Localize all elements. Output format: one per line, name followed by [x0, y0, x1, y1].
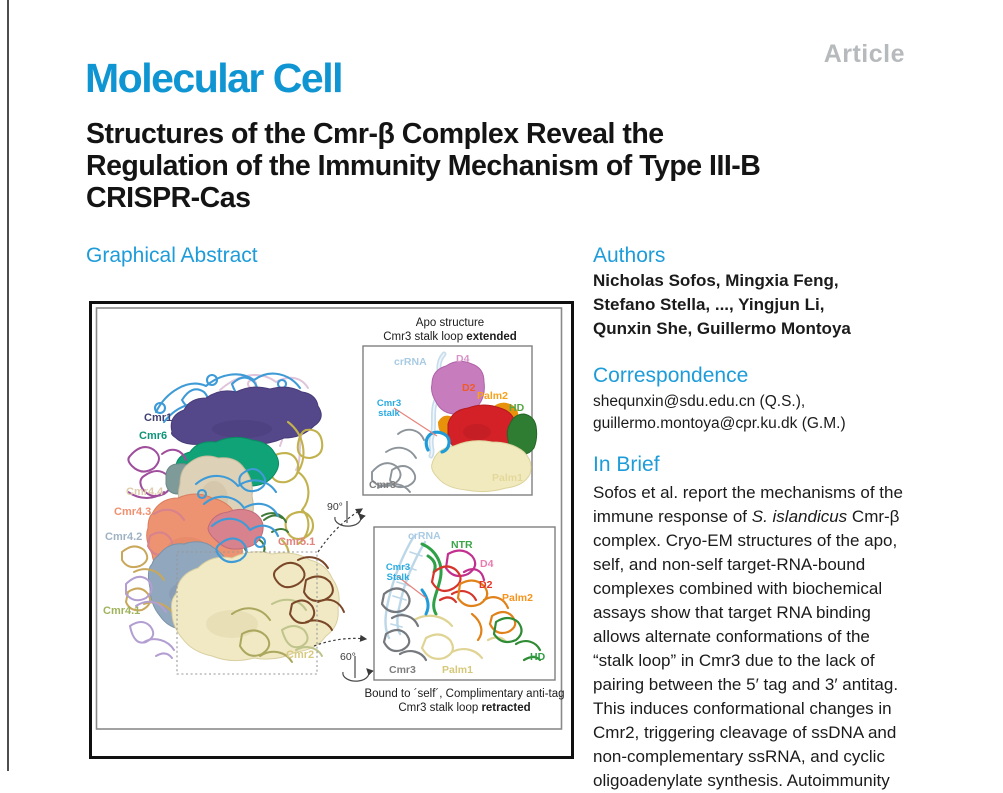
in-brief-line: allows alternate conformations of the [593, 627, 870, 646]
in-brief-line: Cmr2, triggering cleavage of ssDNA and [593, 723, 897, 742]
label-cmr6: Cmr6 [139, 430, 168, 442]
label-self-palm1: Palm1 [442, 664, 473, 676]
in-brief-line: This induces conformational changes in [593, 699, 892, 718]
correspondence-email-link[interactable]: shequnxin@sdu.edu.cn (Q.S.), [593, 393, 806, 410]
label-apo-d2: D2 [462, 382, 476, 394]
label-self-ntr: NTR [451, 539, 473, 551]
in-brief-line: complexes combined with biochemical [593, 579, 883, 598]
label-self-hd: HD [530, 651, 546, 663]
label-apo-d4: D4 [456, 353, 470, 365]
graphical-abstract-heading: Graphical Abstract [86, 244, 258, 267]
author-line: Nicholas Sofos, Mingxia Feng, [593, 271, 839, 290]
rotation-60-label: 60° [340, 651, 356, 663]
in-brief-line: non-complementary ssRNA, and cyclic [593, 747, 885, 766]
label-cmr2: Cmr2 [286, 649, 315, 661]
in-brief-line: Sofos et al. report the mechanisms of th… [593, 483, 903, 502]
in-brief-line: complex. Cryo-EM structures of the apo, [593, 531, 898, 550]
inset-apo-title-line2: Cmr3 stalk loop extended [383, 331, 517, 344]
author-line: Qunxin She, Guillermo Montoya [593, 319, 851, 338]
label-cmr4-1: Cmr4.1 [103, 605, 141, 617]
label-apo-cmr3: Cmr3 [369, 479, 396, 491]
rotation-90-label: 90° [327, 501, 343, 513]
label-self-cmr3: Cmr3 [389, 664, 416, 676]
correspondence-emails: shequnxin@sdu.edu.cn (Q.S.), guillermo.m… [593, 391, 978, 434]
label-apo-cmr3-stalk: Cmr3 stalk [376, 398, 402, 420]
inset-self-caption-line1: Bound to ´self´, Complimentary anti-tag [364, 688, 565, 700]
label-apo-crrna: crRNA [394, 356, 427, 368]
label-self-palm2: Palm2 [502, 592, 533, 604]
title-line-3: CRISPR-Cas [86, 182, 251, 214]
in-brief-heading: In Brief [593, 453, 660, 476]
species-name: S. islandicus [751, 507, 848, 526]
correspondence-heading: Correspondence [593, 364, 749, 387]
inset-self-caption: Bound to ´self´, Complimentary anti-tag … [362, 687, 567, 716]
page-edge-line [7, 0, 9, 771]
label-apo-palm2: Palm2 [477, 390, 508, 402]
label-cmr5-1: Cmr5.1 [278, 536, 316, 548]
author-list: Nicholas Sofos, Mingxia Feng, Stefano St… [593, 269, 978, 341]
article-badge: Article [823, 40, 905, 68]
title-line-2: Regulation of the Immunity Mechanism of … [86, 150, 761, 182]
label-apo-palm1: Palm1 [492, 472, 523, 484]
in-brief-line: pairing between the 5′ tag and 3′ antita… [593, 675, 899, 694]
in-brief-text: Sofos et al. report the mechanisms of th… [593, 481, 978, 793]
label-self-d4: D4 [480, 558, 494, 570]
inset-apo-title: Apo structure Cmr3 stalk loop extended [364, 316, 536, 345]
inset-apo-title-line1: Apo structure [415, 317, 485, 329]
label-cmr4-3: Cmr4.3 [114, 506, 152, 518]
structure-artwork [95, 307, 563, 730]
authors-heading: Authors [593, 244, 666, 267]
label-self-crrna: crRNA [408, 530, 441, 542]
in-brief-line: assays show that target RNA binding [593, 603, 871, 622]
journal-logo: Molecular Cell [85, 55, 343, 101]
in-brief-line: self, and non-self target-RNA-bound [593, 555, 866, 574]
graphical-abstract-figure: Apo structure Cmr3 stalk loop extended B… [89, 301, 574, 759]
label-cmr4-4: Cmr4.4 [126, 486, 164, 498]
label-cmr4-2: Cmr4.2 [105, 531, 143, 543]
label-self-cmr3-stalk: Cmr3 Stalk [385, 562, 411, 584]
correspondence-email-link[interactable]: guillermo.montoya@cpr.ku.dk (G.M.) [593, 414, 846, 432]
inset-self-caption-line2: Cmr3 stalk loop retracted [398, 702, 531, 715]
label-self-d2: D2 [479, 579, 493, 591]
in-brief-line: “stalk loop” in Cmr3 due to the lack of [593, 651, 875, 670]
in-brief-line: immune response of S. islandicus Cmr-β [593, 507, 900, 526]
label-cmr1: Cmr1 [144, 412, 173, 424]
paper-title: Structures of the Cmr-β Complex Reveal t… [86, 118, 906, 214]
author-line: Stefano Stella, ..., Yingjun Li, [593, 295, 825, 314]
label-apo-hd: HD [509, 402, 525, 414]
title-line-1: Structures of the Cmr-β Complex Reveal t… [86, 118, 664, 150]
in-brief-line: oligoadenylate synthesis. Autoimmunity [593, 771, 890, 790]
